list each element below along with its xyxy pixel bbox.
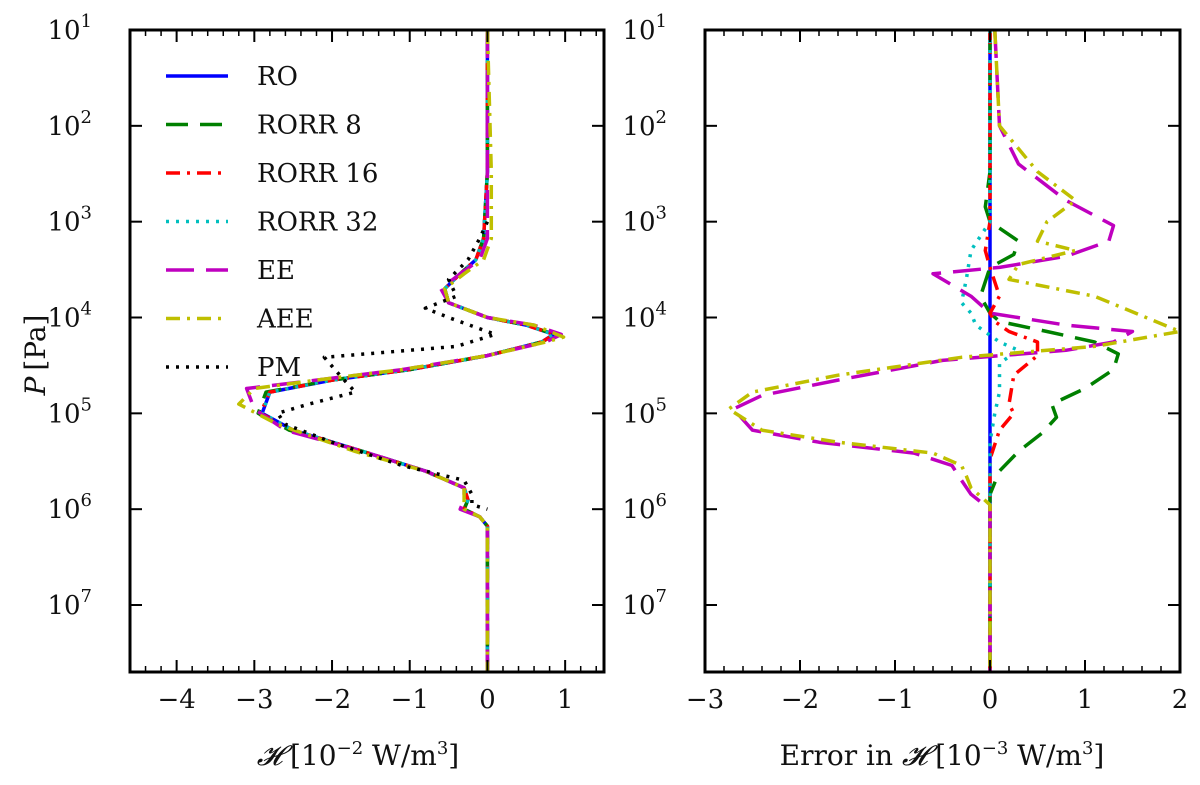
- right-series-rorr-8: [978, 30, 1121, 672]
- left-y-tick-label: 107: [47, 586, 92, 621]
- left-y-tick-label: 105: [47, 394, 92, 429]
- right-x-tick-label: 1: [1077, 685, 1094, 715]
- right-x-tick-label: 2: [1172, 685, 1189, 715]
- left-x-tick-label: −3: [235, 685, 273, 715]
- right-series-rorr-32: [959, 30, 1021, 672]
- left-x-tick-label: −2: [313, 685, 351, 715]
- left-x-tick-label: −1: [391, 685, 429, 715]
- right-y-tick-label: 103: [622, 203, 667, 238]
- legend-label-pm: PM: [257, 353, 301, 383]
- left-series-group: [237, 30, 566, 672]
- left-y-tick-label: 104: [47, 299, 92, 334]
- left-x-tick-label: −4: [157, 685, 195, 715]
- right-y-tick-label: 106: [622, 490, 667, 525]
- right-series-group: [727, 30, 1180, 672]
- right-series-rorr-16: [983, 30, 1040, 672]
- left-x-tick-label: 0: [479, 685, 496, 715]
- left-series-pm: [275, 220, 497, 511]
- legend: RO RORR 8 RORR 16 RORR 32 EE AEE PM: [166, 62, 378, 383]
- left-panel-heating-profile: −4 −3 −2 −1 0 1 101 102 103 104 105 106 107: [47, 11, 606, 715]
- right-x-tick-label: −1: [876, 685, 914, 715]
- right-y-tick-label: 101: [622, 11, 667, 46]
- left-y-tick-label: 106: [47, 490, 92, 525]
- left-x-tick-label: 1: [557, 685, 574, 715]
- legend-label-rorr-16: RORR 16: [257, 159, 378, 189]
- left-y-tick-label: 102: [47, 107, 92, 142]
- right-x-axis-label: Error in 𝓗 [10−3 W/m3]: [780, 738, 1105, 772]
- left-x-axis-label: 𝓗 [10−2 W/m3]: [257, 738, 459, 772]
- left-series-aee: [237, 30, 566, 672]
- right-panel-heating-error: −3 −2 −1 0 1 2 101 102 103 104 105 106 107: [622, 11, 1188, 715]
- right-y-tick-label: 104: [622, 299, 667, 334]
- legend-label-ro: RO: [257, 62, 298, 92]
- left-y-tick-label: 103: [47, 203, 92, 238]
- legend-label-rorr-8: RORR 8: [257, 111, 362, 141]
- y-axis-label: P[Pa]: [19, 315, 52, 397]
- legend-label-aee: AEE: [256, 305, 314, 335]
- right-x-tick-label: −2: [781, 685, 819, 715]
- right-y-tick-label: 102: [622, 107, 667, 142]
- legend-label-rorr-32: RORR 32: [257, 208, 378, 238]
- right-y-tick-label: 105: [622, 394, 667, 429]
- left-axes-frame: [128, 28, 606, 674]
- left-y-tick-label: 101: [47, 11, 92, 46]
- right-x-tick-label: 0: [982, 685, 999, 715]
- legend-label-ee: EE: [257, 256, 295, 286]
- right-y-tick-label: 107: [622, 586, 667, 621]
- right-series-aee: [727, 30, 1180, 672]
- right-axes-frame: [703, 28, 1182, 674]
- right-x-tick-label: −3: [686, 685, 724, 715]
- right-series-ee: [731, 30, 1135, 672]
